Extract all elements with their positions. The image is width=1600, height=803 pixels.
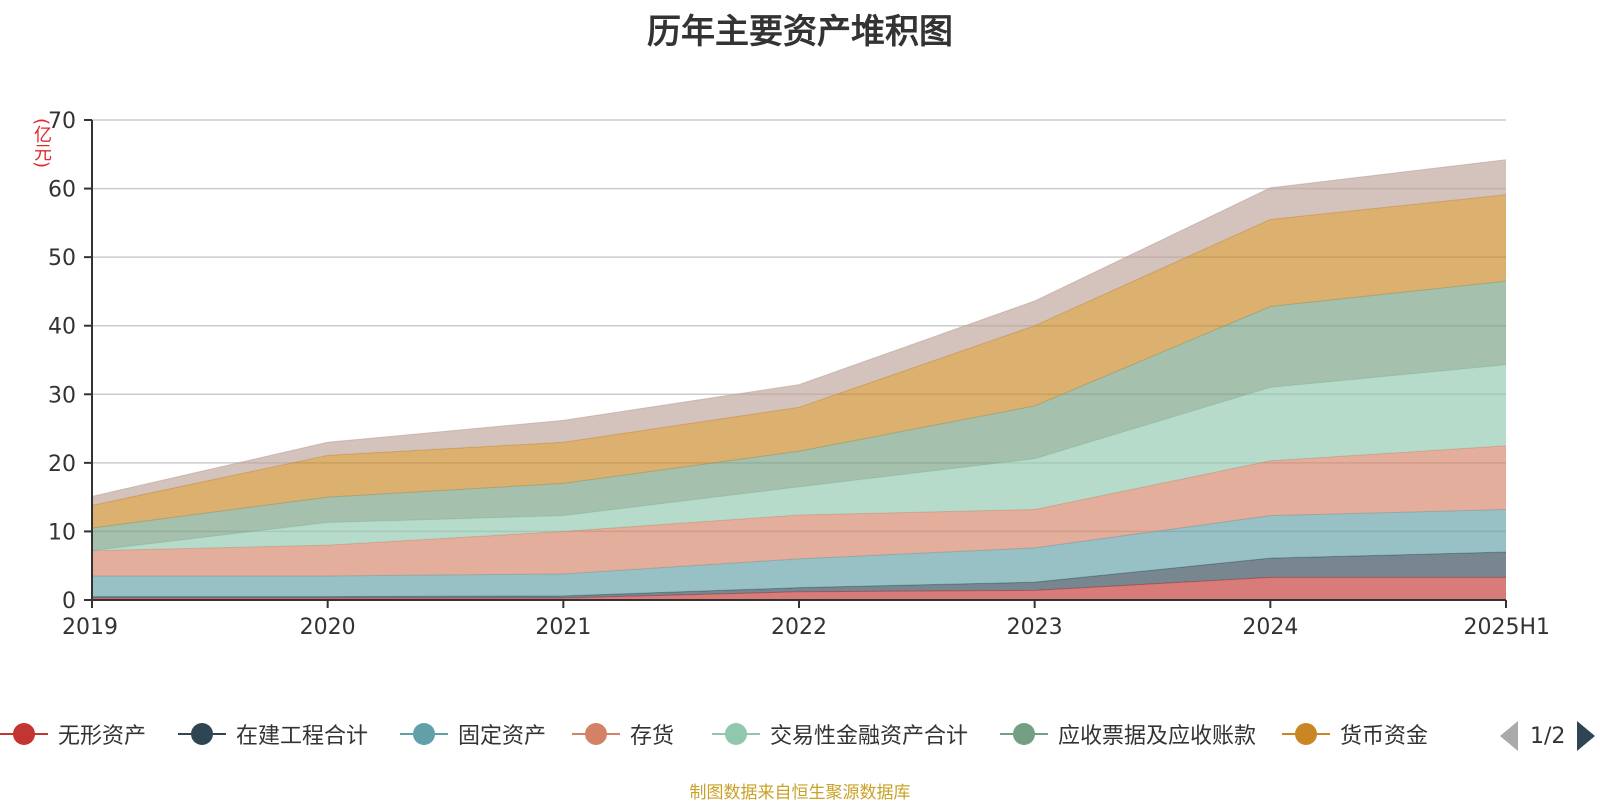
area-固定资产[interactable] (92, 509, 1506, 597)
area-交易性金融资产合计[interactable] (92, 364, 1506, 551)
y-tick-label: 30 (48, 383, 76, 408)
legend-marker-icon (0, 722, 48, 746)
legend-item-货币资金[interactable]: 货币资金 (1282, 706, 1428, 762)
legend-label: 固定资产 (458, 724, 547, 749)
chart-title: 历年主要资产堆积图 (647, 12, 953, 52)
legend-marker-icon (572, 722, 620, 746)
axes: 0 10 20 30 40 50 60 70 2019 2020 2021 2022 2023 2024 2… (48, 109, 1550, 640)
area-在建工程合计[interactable] (92, 552, 1506, 598)
area-应收票据及应收账款[interactable] (92, 281, 1506, 551)
legend-label: 货币资金 (1340, 724, 1429, 749)
legend-item-应收票据及应收账款[interactable]: 应收票据及应收账款 (1000, 706, 1256, 762)
legend-prev-page-icon[interactable] (1500, 721, 1518, 751)
legend-item-固定资产[interactable]: 固定资产 (400, 706, 546, 762)
x-tick-label: 2020 (300, 615, 356, 640)
legend-item-在建工程合计[interactable]: 在建工程合计 (178, 706, 368, 762)
legend-page-indicator: 1/2 (1530, 723, 1566, 749)
y-tick-label: 50 (48, 246, 76, 271)
x-tick-label: 2024 (1242, 615, 1298, 640)
legend-pager: 1/2 (1500, 718, 1596, 754)
legend-label: 应收票据及应收账款 (1058, 724, 1257, 749)
y-tick-label: 70 (48, 109, 76, 134)
x-tick-label: 2022 (771, 615, 827, 640)
legend-label: 在建工程合计 (236, 724, 369, 749)
stacked-area-chart: 0 10 20 30 40 50 60 70 2019 2020 2021 2022 2023 2024 2… (48, 109, 1550, 640)
y-tick-label: 40 (48, 315, 76, 340)
x-tick-label: 2019 (62, 615, 118, 640)
legend-next-page-icon[interactable] (1577, 721, 1596, 751)
legend-item-无形资产[interactable]: 无形资产 (0, 706, 146, 762)
x-tick-label: 2021 (535, 615, 591, 640)
area-series-8[interactable] (92, 159, 1506, 506)
area-series-layer (91, 159, 1507, 600)
legend-marker-icon (712, 722, 760, 746)
data-source-note: 制图数据来自恒生聚源数据库 (689, 783, 911, 803)
y-tick-label: 10 (48, 520, 76, 545)
y-tick-label: 20 (48, 452, 76, 477)
legend: 无形资产 在建工程合计 固定资产 存货 交易性金融资产合计 应收票据及应收账款 货币资金 (0, 706, 1600, 762)
x-tick-label: 2025H1 (1463, 615, 1550, 640)
area-存货[interactable] (92, 445, 1506, 576)
legend-label: 交易性金融资产合计 (770, 724, 969, 749)
legend-label: 存货 (630, 724, 675, 749)
y-tick-label: 60 (48, 178, 76, 203)
legend-item-交易性金融资产合计[interactable]: 交易性金融资产合计 (712, 706, 968, 762)
legend-marker-icon (178, 722, 226, 746)
legend-marker-icon (1000, 722, 1048, 746)
y-tick-label: 0 (62, 589, 76, 614)
area-无形资产[interactable] (92, 577, 1506, 600)
x-tick-label: 2023 (1007, 615, 1063, 640)
legend-marker-icon (1282, 722, 1330, 746)
legend-marker-icon (400, 722, 448, 746)
legend-item-存货[interactable]: 存货 (572, 706, 674, 762)
y-axis-unit-label: (亿元) (31, 118, 52, 169)
area-edge-series-8 (91, 159, 1507, 497)
area-货币资金[interactable] (92, 194, 1506, 528)
legend-label: 无形资产 (58, 724, 147, 749)
